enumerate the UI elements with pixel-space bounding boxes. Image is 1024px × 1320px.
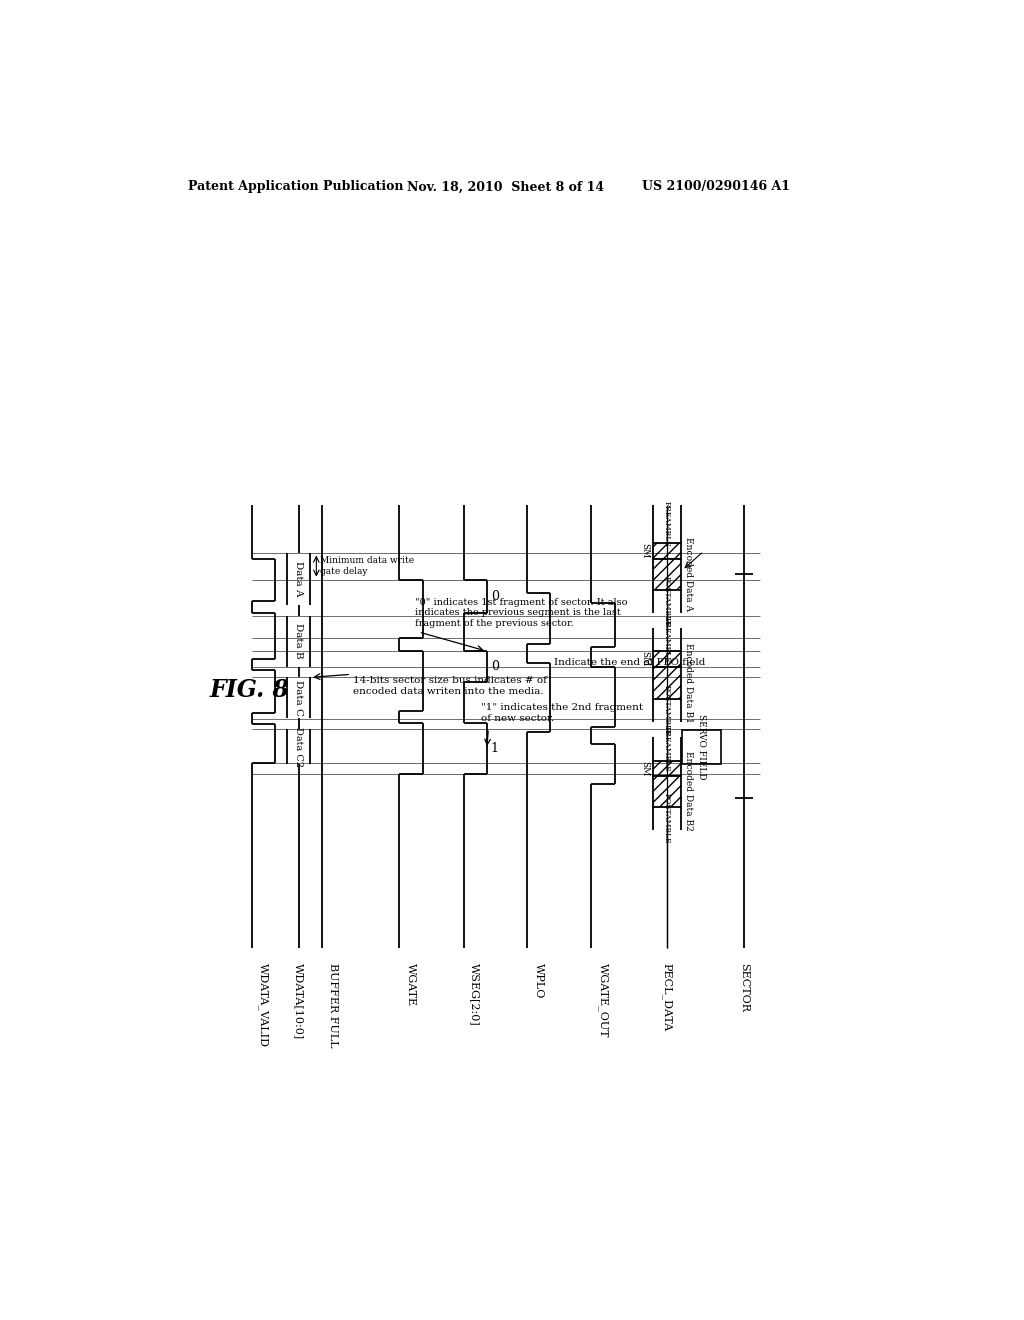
Bar — [652, 760, 681, 776]
Text: SERVO FIELD: SERVO FIELD — [697, 714, 706, 780]
Text: PREAMBLE: PREAMBLE — [663, 616, 671, 663]
Text: SM: SM — [641, 544, 649, 558]
Text: SM: SM — [641, 760, 649, 776]
Text: 0: 0 — [490, 590, 499, 603]
Text: Patent Application Publication: Patent Application Publication — [188, 181, 403, 194]
Bar — [652, 776, 681, 807]
Text: WDATA[10:0]: WDATA[10:0] — [294, 964, 303, 1039]
Text: Nov. 18, 2010  Sheet 8 of 14: Nov. 18, 2010 Sheet 8 of 14 — [407, 181, 604, 194]
Text: Encoded Data B1: Encoded Data B1 — [684, 643, 692, 723]
Text: 14-bits sector size bus indicates # of
encoded data writen into the media.: 14-bits sector size bus indicates # of e… — [352, 676, 547, 696]
Text: WGATE_OUT: WGATE_OUT — [598, 964, 608, 1038]
Text: Data C: Data C — [294, 680, 303, 715]
Text: Encoded Data B2: Encoded Data B2 — [684, 751, 692, 832]
Bar — [682, 730, 721, 764]
Text: WGATE: WGATE — [406, 964, 416, 1006]
Text: PREAMBLE: PREAMBLE — [663, 502, 671, 546]
Text: 1: 1 — [490, 742, 499, 755]
Text: POSTAMBLE: POSTAMBLE — [663, 576, 671, 627]
Bar — [652, 651, 681, 667]
Text: Minimum data write
gate delay: Minimum data write gate delay — [321, 557, 415, 576]
Bar — [652, 667, 681, 700]
Text: Data A: Data A — [294, 561, 303, 597]
Text: WSEG[2:0]: WSEG[2:0] — [470, 964, 480, 1026]
Text: PECL_DATA: PECL_DATA — [662, 964, 672, 1031]
Text: BUFFER FULL: BUFFER FULL — [329, 964, 338, 1048]
Text: "0" indicates 1st fragment of sector. It also
indicates the previous segment is : "0" indicates 1st fragment of sector. It… — [415, 598, 628, 627]
Text: Data B: Data B — [294, 623, 303, 659]
Text: Data C2: Data C2 — [294, 727, 303, 767]
Text: FIG. 8: FIG. 8 — [209, 677, 290, 702]
Text: US 2100/0290146 A1: US 2100/0290146 A1 — [642, 181, 790, 194]
Text: Indicate the end of PLO field: Indicate the end of PLO field — [554, 659, 706, 667]
Text: POSTAMBLE: POSTAMBLE — [663, 685, 671, 735]
Text: "1" indicates the 2nd fragment
of new sector.: "1" indicates the 2nd fragment of new se… — [480, 704, 643, 722]
Bar — [652, 544, 681, 558]
Bar — [652, 558, 681, 590]
Text: POSTAMBLE: POSTAMBLE — [663, 793, 671, 843]
Text: SM: SM — [641, 651, 649, 667]
Text: 0: 0 — [490, 660, 499, 673]
Text: WDATA_VALID: WDATA_VALID — [258, 964, 269, 1047]
Text: PREAMBLE: PREAMBLE — [663, 726, 671, 772]
Text: WPLO: WPLO — [534, 964, 544, 998]
Text: Encoded Data A: Encoded Data A — [684, 537, 692, 611]
Text: SECTOR: SECTOR — [739, 964, 750, 1012]
